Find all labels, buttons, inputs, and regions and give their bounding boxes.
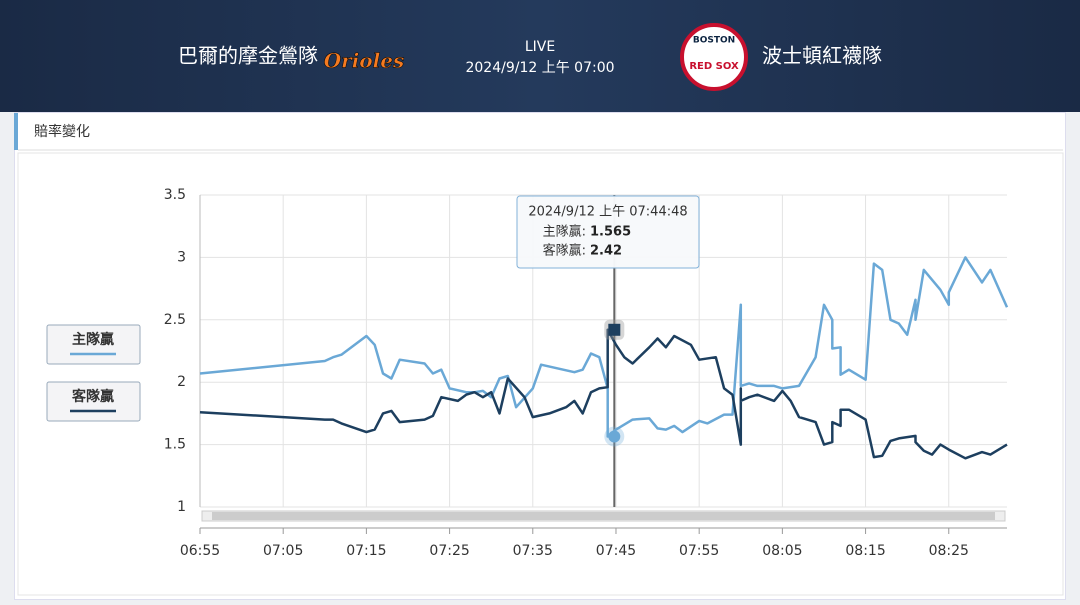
match-time: 2024/9/12 上午 07:00 bbox=[465, 60, 614, 76]
header-art: 巴爾的摩金鶯隊 Orioles LIVE 2024/9/12 上午 07:00 … bbox=[178, 23, 882, 91]
away-logo bbox=[680, 23, 748, 91]
scroll-thumb bbox=[212, 512, 995, 520]
legend-label: 主隊贏 bbox=[72, 331, 114, 348]
x-tick-label: 07:25 bbox=[429, 543, 469, 559]
y-tick-label: 2.5 bbox=[164, 312, 186, 328]
away-team: 波士頓紅襪隊 bbox=[762, 44, 882, 68]
tooltip-label: 主隊贏: bbox=[543, 224, 586, 240]
away-logo-bottom: RED SOX bbox=[689, 61, 739, 72]
x-tick-label: 08:25 bbox=[929, 543, 969, 559]
tooltip-value: 1.565 bbox=[590, 225, 631, 240]
x-tick-label: 07:05 bbox=[263, 543, 303, 559]
x-tick-label: 08:05 bbox=[762, 543, 802, 559]
tooltip-box bbox=[516, 195, 700, 269]
status: LIVE bbox=[525, 39, 555, 55]
x-tick-label: 07:35 bbox=[513, 543, 553, 559]
legend-label: 客隊贏 bbox=[71, 388, 114, 405]
home-team: 巴爾的摩金鶯隊 bbox=[178, 44, 318, 68]
x-tick-label: 07:45 bbox=[596, 543, 636, 559]
tooltip-title: 2024/9/12 上午 07:44:48 bbox=[528, 205, 687, 220]
home-logo: Orioles bbox=[324, 49, 404, 73]
y-tick-label: 3.5 bbox=[164, 187, 186, 203]
tooltip-label: 客隊贏: bbox=[543, 243, 586, 259]
series-line bbox=[199, 256, 1009, 438]
tab-bar bbox=[14, 113, 18, 150]
hover-marker bbox=[608, 430, 621, 443]
series-line bbox=[199, 328, 1008, 460]
tooltip-value: 2.42 bbox=[590, 244, 622, 259]
y-tick-label: 2 bbox=[177, 374, 186, 390]
tab-title: 賠率變化 bbox=[34, 123, 90, 140]
x-tick-label: 07:15 bbox=[346, 543, 386, 559]
header: 巴爾的摩金鶯隊 Orioles LIVE 2024/9/12 上午 07:00 … bbox=[0, 0, 1080, 112]
x-tick-label: 06:55 bbox=[180, 543, 220, 559]
x-tick-label: 08:15 bbox=[845, 543, 885, 559]
away-logo-top: BOSTON bbox=[693, 36, 735, 46]
hover-marker bbox=[608, 323, 621, 336]
y-tick-label: 1.5 bbox=[164, 437, 186, 453]
x-tick-label: 07:55 bbox=[679, 543, 719, 559]
y-tick-label: 1 bbox=[177, 499, 186, 515]
y-tick-label: 3 bbox=[177, 249, 186, 265]
